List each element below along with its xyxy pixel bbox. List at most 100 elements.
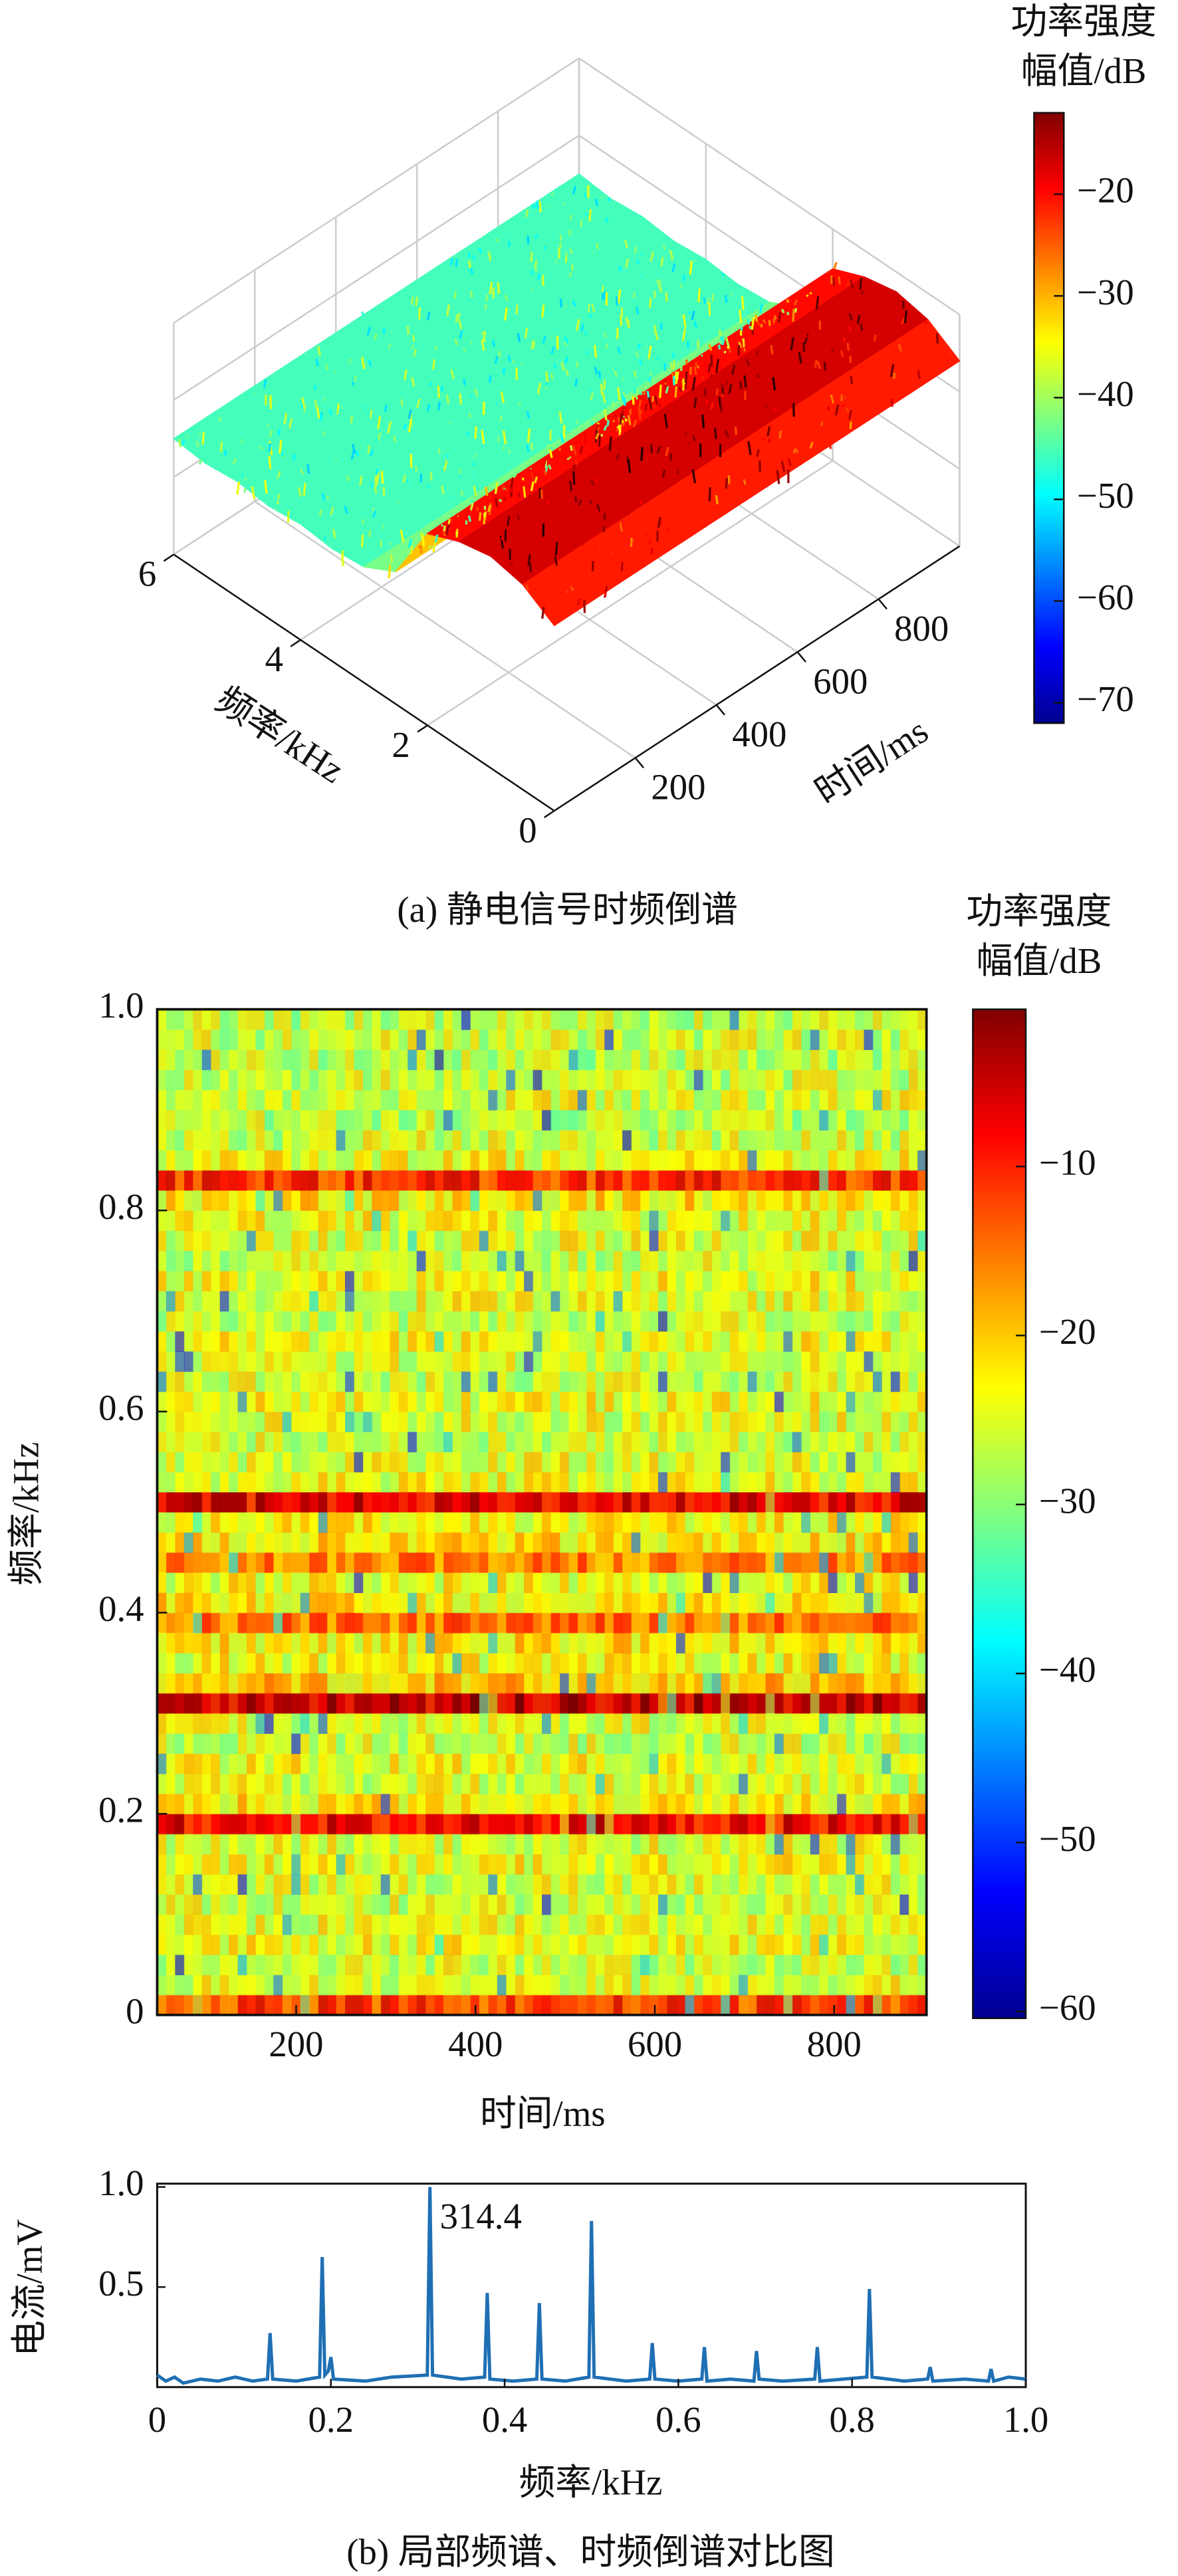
heatmap-texture-cell [532, 1552, 542, 1573]
heatmap-texture-cell [390, 1733, 400, 1755]
heatmap-texture-cell [828, 1955, 838, 1976]
heatmap-texture-cell [675, 1975, 686, 1996]
heatmap-texture-cell [470, 1491, 480, 1513]
heatmap-texture-cell [693, 1411, 704, 1432]
heatmap-texture-cell [765, 1673, 775, 1694]
heatmap-texture-cell [792, 1291, 802, 1312]
heatmap-texture-cell [801, 1572, 811, 1594]
heatmap-texture-cell [354, 1653, 364, 1674]
heatmap-texture-cell [622, 1592, 632, 1614]
surface-texture [792, 448, 797, 454]
heatmap-texture-cell [693, 1934, 704, 1955]
heatmap-texture-cell [693, 1432, 704, 1453]
heatmap-texture-cell [291, 1612, 301, 1634]
heatmap-texture-cell [282, 1451, 293, 1473]
heatmap-texture-cell [506, 1311, 516, 1332]
colorbar-tick-label: −70 [1077, 679, 1134, 719]
heatmap-texture-cell [398, 1773, 408, 1794]
heatmap-texture-cell [649, 1693, 659, 1714]
heatmap-texture-cell [703, 1994, 713, 2016]
heatmap-texture-cell [497, 1351, 507, 1372]
heatmap-texture-cell [559, 1693, 570, 1714]
heatmap-texture-cell [792, 1271, 802, 1292]
heatmap-texture-cell [622, 1753, 632, 1774]
surface-texture [616, 387, 621, 400]
heatmap-texture-cell [729, 1230, 739, 1251]
surface-texture [792, 308, 795, 322]
heatmap-texture-cell [380, 1693, 391, 1714]
heatmap-texture-cell [757, 1230, 766, 1251]
heatmap-texture-cell [622, 1331, 632, 1352]
heatmap-texture-cell [506, 1653, 516, 1674]
heatmap-texture-cell [882, 1451, 891, 1473]
heatmap-texture-cell [506, 1874, 516, 1895]
heatmap-texture-cell [488, 1612, 498, 1634]
heatmap-texture-cell [193, 1572, 203, 1594]
heatmap-texture-cell [783, 1532, 793, 1553]
heatmap-texture-cell [899, 1331, 909, 1352]
heatmap-texture-cell [497, 1894, 507, 1915]
heatmap-texture-cell [157, 1773, 167, 1794]
heatmap-texture-cell [658, 1471, 668, 1493]
surface-texture [745, 358, 750, 366]
heatmap-texture-cell [532, 1391, 542, 1412]
heatmap-texture-cell [721, 1934, 731, 1955]
heatmap-texture-cell [542, 1914, 552, 1935]
y-tick-label: 0 [519, 809, 536, 850]
heatmap-texture-cell [640, 1331, 650, 1352]
heatmap-texture-cell [166, 1411, 176, 1432]
heatmap-texture-cell [434, 1814, 444, 1835]
heatmap-texture-cell [568, 1753, 578, 1774]
heatmap-texture-cell [801, 1471, 811, 1493]
heatmap-texture-cell [908, 1491, 918, 1513]
surface-texture [649, 251, 655, 262]
heatmap-texture-cell [622, 1371, 632, 1392]
surface-texture [517, 332, 521, 342]
surface-texture [657, 403, 662, 408]
heatmap-texture-cell [890, 1291, 901, 1312]
heatmap-texture-cell [255, 1834, 265, 1855]
heatmap-texture-cell [819, 1552, 829, 1573]
heatmap-texture-cell [282, 1975, 293, 1996]
surface-texture [548, 464, 552, 470]
heatmap-texture-cell [443, 1411, 453, 1432]
heatmap-texture-cell [166, 1894, 176, 1915]
heatmap-texture-cell [219, 1210, 229, 1232]
heatmap-texture-cell [765, 1250, 775, 1271]
heatmap-texture-cell [300, 1854, 310, 1875]
heatmap-texture-cell [908, 1834, 918, 1855]
heatmap-texture-cell [711, 1291, 721, 1312]
heatmap-texture-cell [739, 1512, 749, 1533]
heatmap-texture-cell [711, 1653, 721, 1674]
heatmap-texture-cell [819, 1572, 829, 1594]
heatmap-texture-cell [461, 1230, 471, 1251]
heatmap-texture-cell [380, 1411, 391, 1432]
heatmap-texture-cell [443, 1471, 453, 1493]
heatmap-texture-cell [604, 1894, 614, 1915]
heatmap-texture-cell [488, 1793, 498, 1814]
heatmap-texture-cell [739, 1331, 749, 1352]
heatmap-texture-cell [801, 1391, 811, 1412]
heatmap-texture-cell [882, 1653, 891, 1674]
heatmap-texture-cell [721, 1391, 731, 1412]
surface-texture [487, 251, 492, 261]
heatmap-texture-cell [390, 1532, 400, 1553]
surface-texture [838, 276, 841, 284]
heatmap-texture-cell [193, 1271, 203, 1292]
heatmap-texture-cell [219, 1955, 229, 1976]
surface-texture [489, 503, 492, 516]
heatmap-texture-cell [354, 1673, 364, 1694]
heatmap-texture-cell [890, 1230, 901, 1251]
x-tick-label: 400 [732, 714, 786, 754]
heatmap-texture-cell [229, 1814, 239, 1835]
heatmap-texture-cell [613, 1934, 623, 1955]
surface-texture [589, 307, 592, 312]
heatmap-texture-cell [380, 1391, 391, 1412]
heatmap-texture-cell [837, 1592, 847, 1614]
surface-texture [731, 364, 736, 376]
heatmap-texture-cell [183, 1411, 194, 1432]
heatmap-texture-cell [613, 1371, 623, 1392]
heatmap-texture-cell [622, 1471, 632, 1493]
heatmap-texture-cell [479, 1331, 489, 1352]
heatmap-texture-cell [899, 1753, 909, 1774]
